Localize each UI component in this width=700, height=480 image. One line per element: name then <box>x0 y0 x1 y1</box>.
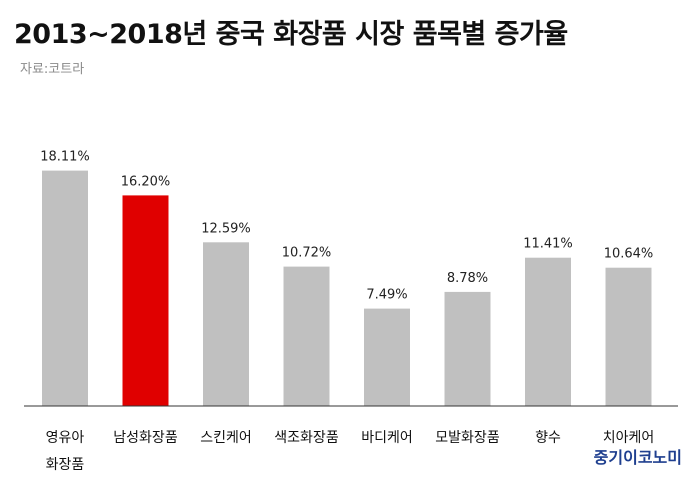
value-label-4: 7.49% <box>366 288 407 303</box>
value-label-5: 8.78% <box>447 271 488 286</box>
category-label-7: 치아케어 <box>603 430 655 446</box>
value-label-3: 10.72% <box>282 246 332 261</box>
bar-6 <box>525 257 571 406</box>
bar-3 <box>283 266 330 406</box>
value-label-0: 18.11% <box>40 150 90 165</box>
bar-7 <box>605 267 652 406</box>
value-label-2: 12.59% <box>201 221 251 236</box>
category-label-4: 바디케어 <box>361 430 413 446</box>
value-label-6: 11.41% <box>523 237 573 252</box>
source-label: 자료:코트라 <box>20 62 85 77</box>
chart-title: 2013~2018년 중국 화장품 시장 품목별 증가율 <box>14 19 568 50</box>
category-label-0-line1: 화장품 <box>46 457 85 473</box>
value-label-1: 16.20% <box>121 174 171 189</box>
value-label-7: 10.64% <box>604 247 654 262</box>
publisher-logo: 중기이코노미 <box>593 448 682 467</box>
category-label-3: 색조화장품 <box>274 430 339 446</box>
bar-4 <box>364 308 410 406</box>
bars-group <box>42 170 652 406</box>
bar-2 <box>203 242 249 406</box>
category-label-0: 영유아 <box>46 430 85 446</box>
category-label-6: 향수 <box>535 430 561 446</box>
category-label-5: 모발화장품 <box>435 430 500 446</box>
category-label-2: 스킨케어 <box>200 430 252 446</box>
value-labels-group: 18.11% 16.20% 12.59% 10.72% 7.49% 8.78% 11.41%… <box>40 150 653 303</box>
category-label-1: 남성화장품 <box>113 430 178 446</box>
bar-0 <box>42 170 88 406</box>
bar-5 <box>444 291 491 406</box>
bar-1 <box>122 195 169 406</box>
